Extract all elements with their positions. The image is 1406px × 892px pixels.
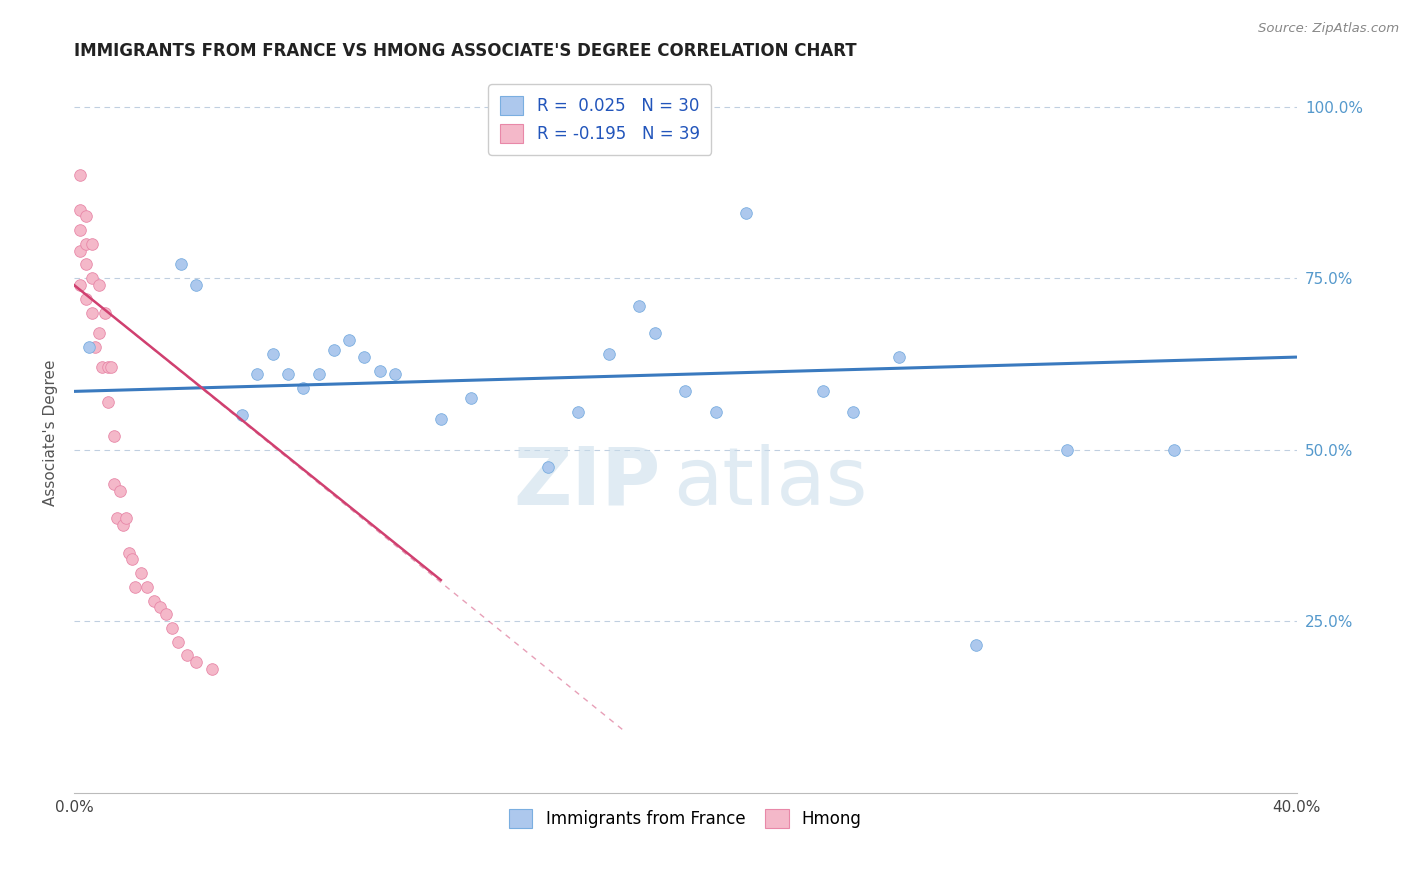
- Point: [118, 545, 141, 559]
- Point: [965, 638, 987, 652]
- Point: [277, 368, 299, 382]
- Point: [155, 607, 177, 622]
- Legend: Immigrants from France, Hmong: Immigrants from France, Hmong: [502, 802, 869, 835]
- Point: [103, 477, 125, 491]
- Point: [292, 381, 315, 395]
- Point: [460, 391, 482, 405]
- Point: [111, 518, 134, 533]
- Text: IMMIGRANTS FROM FRANCE VS HMONG ASSOCIATE'S DEGREE CORRELATION CHART: IMMIGRANTS FROM FRANCE VS HMONG ASSOCIAT…: [75, 42, 856, 60]
- Point: [384, 368, 406, 382]
- Point: [889, 350, 911, 364]
- Point: [1056, 442, 1078, 457]
- Point: [644, 326, 666, 340]
- Point: [160, 621, 183, 635]
- Point: [87, 326, 110, 340]
- Point: [537, 459, 560, 474]
- Point: [69, 169, 91, 183]
- Point: [186, 278, 208, 293]
- Point: [75, 236, 97, 251]
- Point: [149, 600, 172, 615]
- Point: [100, 360, 122, 375]
- Point: [811, 384, 834, 399]
- Point: [201, 662, 224, 676]
- Point: [87, 278, 110, 293]
- Point: [121, 552, 143, 566]
- Point: [93, 305, 115, 319]
- Point: [353, 350, 375, 364]
- Point: [842, 405, 865, 419]
- Point: [103, 429, 125, 443]
- Point: [337, 333, 360, 347]
- Point: [131, 566, 153, 581]
- Point: [69, 202, 91, 217]
- Text: Source: ZipAtlas.com: Source: ZipAtlas.com: [1258, 22, 1399, 36]
- Point: [136, 580, 159, 594]
- Point: [308, 368, 330, 382]
- Point: [84, 340, 107, 354]
- Point: [75, 292, 97, 306]
- Point: [322, 343, 344, 358]
- Point: [704, 405, 727, 419]
- Point: [170, 258, 193, 272]
- Text: atlas: atlas: [673, 444, 868, 522]
- Point: [231, 409, 253, 423]
- Point: [108, 483, 131, 498]
- Point: [90, 360, 112, 375]
- Point: [75, 210, 97, 224]
- Point: [567, 405, 589, 419]
- Point: [115, 511, 138, 525]
- Point: [82, 271, 104, 285]
- Point: [69, 244, 91, 258]
- Point: [79, 340, 101, 354]
- Point: [262, 346, 284, 360]
- Point: [628, 299, 651, 313]
- Point: [167, 634, 190, 648]
- Point: [69, 278, 91, 293]
- Point: [430, 412, 453, 426]
- Point: [69, 223, 91, 237]
- Point: [176, 648, 198, 663]
- Point: [186, 656, 208, 670]
- Point: [735, 206, 758, 220]
- Point: [673, 384, 696, 399]
- Point: [246, 368, 269, 382]
- Point: [75, 258, 97, 272]
- Point: [82, 305, 104, 319]
- Point: [598, 346, 620, 360]
- Point: [368, 364, 391, 378]
- Point: [1163, 442, 1185, 457]
- Point: [97, 394, 120, 409]
- Point: [82, 236, 104, 251]
- Point: [97, 360, 120, 375]
- Y-axis label: Associate's Degree: Associate's Degree: [44, 359, 58, 506]
- Point: [142, 593, 165, 607]
- Point: [105, 511, 128, 525]
- Text: ZIP: ZIP: [513, 444, 661, 522]
- Point: [124, 580, 146, 594]
